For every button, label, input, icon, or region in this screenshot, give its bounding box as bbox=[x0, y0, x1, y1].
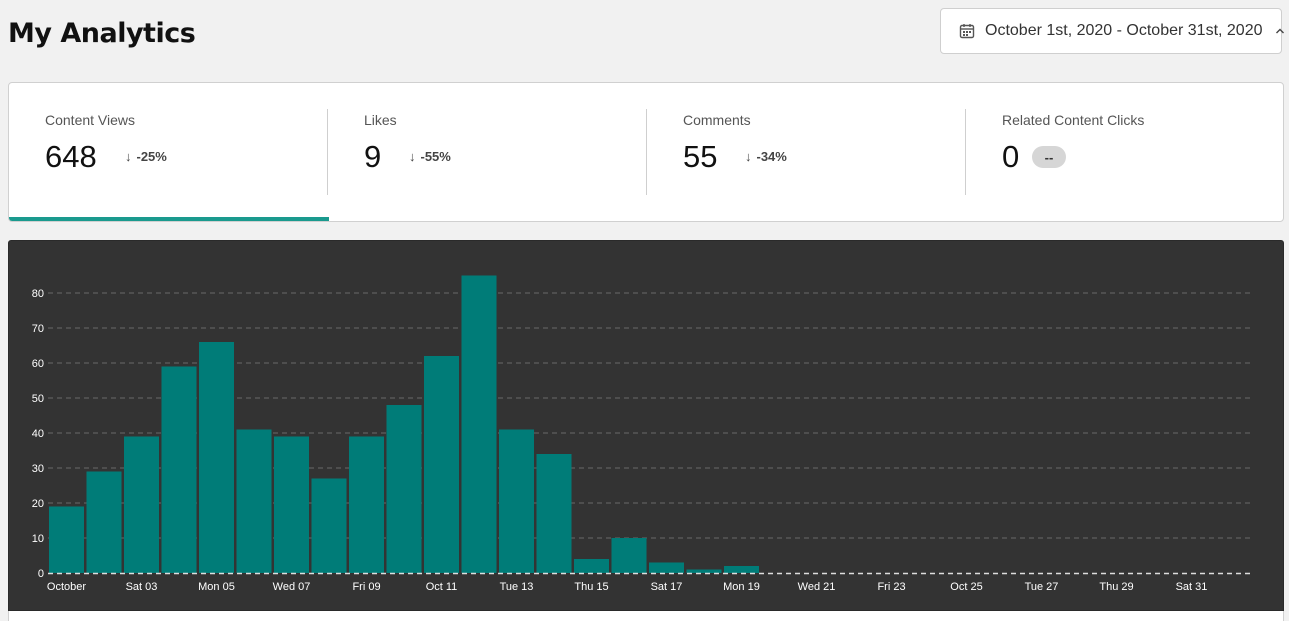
chevron-up-icon bbox=[1275, 26, 1285, 36]
x-tick-label: Oct 25 bbox=[950, 581, 982, 593]
stat-change: ↓ -55% bbox=[409, 149, 451, 164]
x-tick-label: Thu 15 bbox=[574, 581, 608, 593]
x-tick-label: Oct 11 bbox=[426, 581, 458, 593]
x-tick-label: Fri 23 bbox=[877, 581, 905, 593]
chart-bar[interactable] bbox=[274, 436, 309, 574]
stat-change: ↓ -25% bbox=[125, 149, 167, 164]
calendar-icon bbox=[959, 23, 975, 39]
chart-bar[interactable] bbox=[724, 566, 759, 573]
y-tick-label: 80 bbox=[32, 288, 44, 300]
x-tick-label: Sat 17 bbox=[651, 581, 683, 593]
page-title: My Analytics bbox=[8, 18, 196, 49]
chart-bar[interactable] bbox=[574, 559, 609, 573]
x-tick-label: Wed 07 bbox=[273, 581, 311, 593]
chart-bar[interactable] bbox=[424, 356, 459, 573]
chart-bar[interactable] bbox=[461, 275, 497, 574]
chart-bar[interactable] bbox=[311, 478, 347, 574]
x-tick-label: Sat 03 bbox=[126, 581, 158, 593]
active-tab-indicator bbox=[9, 217, 329, 221]
chart-bar[interactable] bbox=[649, 562, 684, 574]
stat-label: Content Views bbox=[45, 112, 136, 128]
stat-comments[interactable]: Comments 55 ↓ -34% bbox=[647, 83, 966, 221]
x-tick-label: Tue 13 bbox=[500, 581, 534, 593]
chart-bar[interactable] bbox=[49, 506, 84, 574]
y-tick-label: 30 bbox=[32, 463, 44, 475]
stat-change-value: -25% bbox=[136, 149, 167, 164]
date-range-picker[interactable]: October 1st, 2020 - October 31st, 2020 bbox=[940, 8, 1285, 54]
chart-bar[interactable] bbox=[199, 342, 234, 573]
chart-bar[interactable] bbox=[386, 405, 422, 573]
y-tick-label: 70 bbox=[32, 323, 44, 335]
x-tick-label: Thu 29 bbox=[1099, 581, 1133, 593]
stat-change-value: -55% bbox=[420, 149, 451, 164]
chart-bar[interactable] bbox=[124, 436, 159, 574]
y-tick-label: 60 bbox=[32, 358, 44, 370]
y-tick-label: 0 bbox=[38, 568, 44, 580]
chart-bar[interactable] bbox=[686, 569, 722, 574]
x-tick-label: Fri 09 bbox=[352, 581, 380, 593]
stats-summary-card: Content Views 648 ↓ -25% Likes 9 ↓ -55% Co… bbox=[8, 82, 1284, 222]
y-tick-label: 50 bbox=[32, 393, 44, 405]
chart-footer bbox=[8, 611, 1284, 621]
arrow-down-icon: ↓ bbox=[745, 149, 752, 164]
stat-label: Related Content Clicks bbox=[1002, 112, 1145, 128]
stat-label: Likes bbox=[364, 112, 397, 128]
chart-bar[interactable] bbox=[236, 429, 272, 574]
x-tick-label: Mon 05 bbox=[198, 581, 235, 593]
x-tick-label: Wed 21 bbox=[798, 581, 836, 593]
x-tick-label: Sat 31 bbox=[1176, 581, 1208, 593]
stat-label: Comments bbox=[683, 112, 751, 128]
chart-bar[interactable] bbox=[499, 429, 534, 574]
stat-likes[interactable]: Likes 9 ↓ -55% bbox=[328, 83, 647, 221]
chart-bar[interactable] bbox=[349, 436, 384, 574]
chart-bar[interactable] bbox=[161, 366, 197, 574]
stat-change-value: -34% bbox=[756, 149, 787, 164]
stat-related-content-clicks[interactable]: Related Content Clicks 0 -- bbox=[966, 83, 1283, 221]
views-bar-chart: 0 10 20 30 40 50 60 70 80 October Sat 03 Mon 05 Wed … bbox=[32, 275, 1253, 593]
y-tick-label: 20 bbox=[32, 498, 44, 510]
divider bbox=[965, 109, 966, 195]
chart-bar[interactable] bbox=[86, 471, 122, 574]
date-range-label: October 1st, 2020 - October 31st, 2020 bbox=[985, 22, 1263, 39]
divider bbox=[646, 109, 647, 195]
stat-value: 0 bbox=[1002, 139, 1020, 174]
y-tick-label: 10 bbox=[32, 533, 44, 545]
stat-value: 648 bbox=[45, 139, 97, 174]
stat-value: 9 bbox=[364, 139, 382, 174]
chart-bar[interactable] bbox=[536, 454, 572, 573]
stat-value: 55 bbox=[683, 139, 718, 174]
stat-content-views[interactable]: Content Views 648 ↓ -25% bbox=[9, 83, 329, 221]
views-chart-panel: 0 10 20 30 40 50 60 70 80 October Sat 03 Mon 05 Wed … bbox=[8, 240, 1284, 611]
chart-bar[interactable] bbox=[611, 538, 647, 573]
y-tick-label: 40 bbox=[32, 428, 44, 440]
stat-change-badge: -- bbox=[1032, 146, 1066, 168]
arrow-down-icon: ↓ bbox=[125, 149, 132, 164]
x-tick-label: October bbox=[47, 581, 86, 593]
divider bbox=[327, 109, 328, 195]
x-tick-label: Tue 27 bbox=[1025, 581, 1059, 593]
arrow-down-icon: ↓ bbox=[409, 149, 416, 164]
stat-change: ↓ -34% bbox=[745, 149, 787, 164]
x-tick-label: Mon 19 bbox=[723, 581, 760, 593]
